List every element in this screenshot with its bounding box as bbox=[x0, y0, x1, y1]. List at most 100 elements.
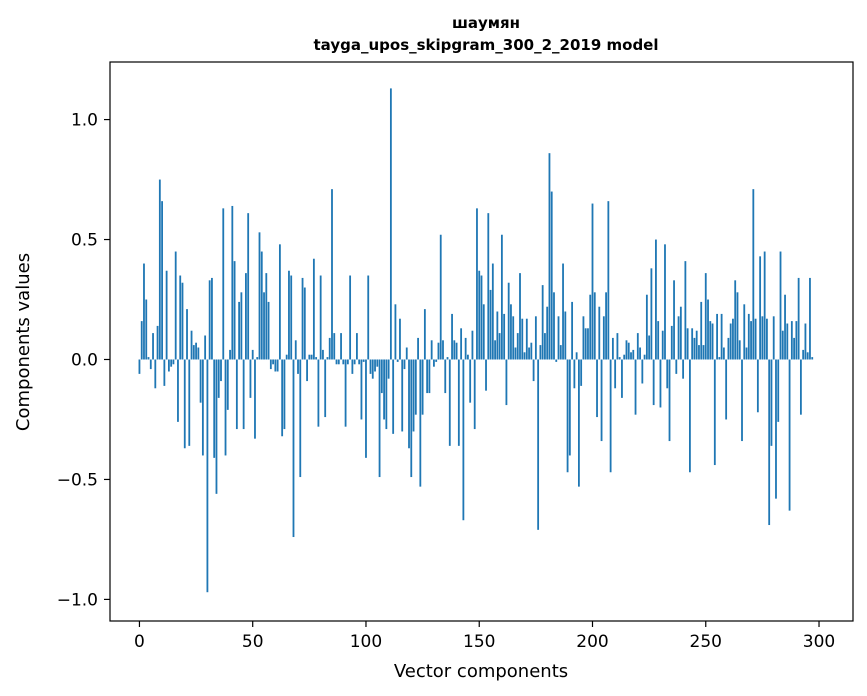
bar-229 bbox=[657, 321, 660, 360]
x-tick-label: 200 bbox=[576, 632, 608, 652]
bar-158 bbox=[496, 311, 499, 360]
bar-154 bbox=[487, 213, 490, 360]
bar-49 bbox=[249, 359, 252, 398]
bar-180 bbox=[546, 306, 549, 360]
bar-170 bbox=[523, 352, 526, 360]
bar-234 bbox=[668, 359, 671, 442]
bar-73 bbox=[303, 287, 306, 360]
bar-137 bbox=[448, 359, 451, 446]
bar-280 bbox=[772, 316, 775, 360]
x-tick-label: 0 bbox=[134, 632, 145, 652]
bar-283 bbox=[779, 251, 782, 360]
bar-51 bbox=[254, 359, 256, 439]
bar-296 bbox=[809, 277, 811, 360]
bar-241 bbox=[684, 261, 687, 360]
bar-250 bbox=[704, 273, 707, 360]
bar-14 bbox=[170, 359, 173, 367]
bar-171 bbox=[525, 318, 528, 360]
bar-70 bbox=[297, 359, 299, 374]
bar-146 bbox=[469, 359, 472, 403]
y-tick-label: 1.0 bbox=[71, 111, 98, 131]
bar-43 bbox=[235, 359, 238, 430]
bar-257 bbox=[720, 313, 723, 360]
bar-269 bbox=[747, 313, 750, 360]
bar-108 bbox=[383, 359, 385, 420]
bar-12 bbox=[165, 270, 168, 360]
bar-237 bbox=[675, 359, 678, 374]
bar-186 bbox=[559, 345, 562, 360]
bar-271 bbox=[752, 189, 755, 360]
bar-176 bbox=[537, 359, 540, 530]
bar-11 bbox=[163, 359, 166, 386]
bar-157 bbox=[494, 340, 496, 360]
bar-118 bbox=[405, 347, 408, 360]
bar-207 bbox=[607, 201, 610, 360]
bar-81 bbox=[322, 349, 324, 360]
bar-232 bbox=[664, 244, 666, 360]
bar-282 bbox=[777, 359, 780, 422]
bar-28 bbox=[201, 359, 204, 456]
bar-22 bbox=[188, 359, 191, 446]
bar-98 bbox=[360, 359, 363, 420]
bar-85 bbox=[331, 189, 333, 360]
bar-41 bbox=[231, 205, 234, 360]
bar-213 bbox=[621, 359, 623, 398]
bar-142 bbox=[460, 328, 463, 360]
bar-38 bbox=[224, 359, 227, 456]
bar-129 bbox=[430, 340, 433, 360]
bar-89 bbox=[340, 333, 342, 360]
bar-192 bbox=[573, 359, 576, 389]
bar-284 bbox=[781, 330, 784, 360]
bar-184 bbox=[555, 359, 558, 362]
bar-67 bbox=[290, 275, 293, 360]
bar-235 bbox=[670, 325, 673, 360]
bar-174 bbox=[532, 359, 535, 382]
bar-216 bbox=[627, 342, 630, 360]
bar-84 bbox=[328, 337, 331, 360]
bar-91 bbox=[344, 359, 347, 427]
bar-156 bbox=[491, 263, 494, 360]
bar-183 bbox=[553, 292, 555, 360]
bar-155 bbox=[489, 289, 492, 360]
bar-287 bbox=[788, 359, 791, 511]
bar-175 bbox=[534, 316, 537, 360]
bar-148 bbox=[473, 359, 476, 430]
bar-187 bbox=[562, 263, 564, 360]
bar-99 bbox=[362, 359, 365, 362]
bar-110 bbox=[387, 359, 390, 379]
bar-68 bbox=[292, 359, 295, 538]
bar-238 bbox=[677, 316, 680, 360]
bar-198 bbox=[587, 328, 589, 360]
bar-276 bbox=[763, 251, 766, 360]
bar-278 bbox=[768, 359, 771, 526]
bar-35 bbox=[217, 359, 220, 398]
bar-102 bbox=[369, 359, 372, 374]
bar-197 bbox=[584, 328, 587, 360]
bar-182 bbox=[550, 191, 553, 360]
bar-212 bbox=[618, 357, 621, 360]
bar-225 bbox=[648, 335, 651, 360]
bar-149 bbox=[476, 208, 478, 360]
bar-145 bbox=[467, 354, 469, 360]
bar-3 bbox=[145, 299, 148, 360]
bar-152 bbox=[482, 304, 485, 360]
bar-191 bbox=[571, 301, 574, 360]
bar-47 bbox=[245, 273, 247, 360]
bar-44 bbox=[238, 301, 241, 360]
bar-144 bbox=[464, 337, 467, 360]
bar-219 bbox=[634, 359, 637, 415]
bar-168 bbox=[519, 273, 521, 360]
bar-286 bbox=[786, 323, 789, 360]
bar-199 bbox=[589, 294, 592, 360]
bar-172 bbox=[528, 347, 530, 360]
bar-136 bbox=[446, 357, 449, 360]
bar-62 bbox=[278, 244, 281, 360]
bar-30 bbox=[206, 359, 209, 593]
bar-56 bbox=[265, 273, 268, 360]
bar-34 bbox=[215, 359, 218, 494]
bar-254 bbox=[713, 359, 716, 466]
bar-63 bbox=[281, 359, 284, 437]
bar-53 bbox=[258, 232, 261, 360]
bar-104 bbox=[374, 359, 376, 372]
bar-243 bbox=[689, 359, 691, 473]
